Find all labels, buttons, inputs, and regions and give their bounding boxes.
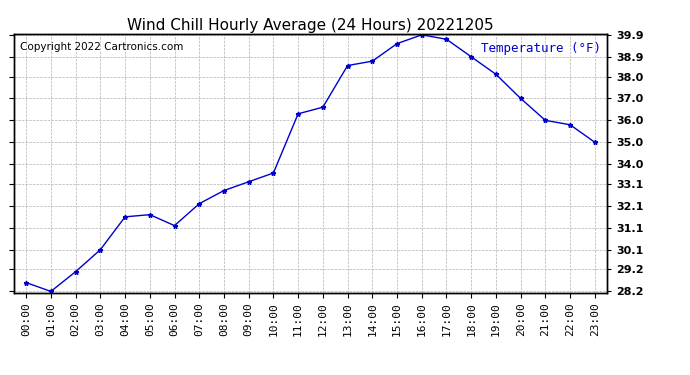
Text: Copyright 2022 Cartronics.com: Copyright 2022 Cartronics.com: [20, 42, 183, 51]
Text: Temperature (°F): Temperature (°F): [481, 42, 601, 54]
Title: Wind Chill Hourly Average (24 Hours) 20221205: Wind Chill Hourly Average (24 Hours) 202…: [127, 18, 494, 33]
